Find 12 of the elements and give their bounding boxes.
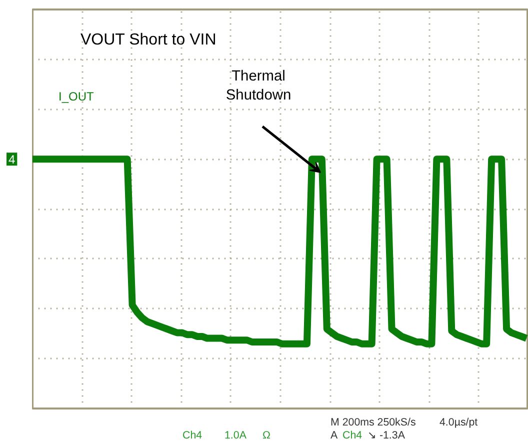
text: Ch4 (342, 430, 362, 442)
text: 4.0µs/pt (440, 416, 478, 428)
text: Ω (262, 430, 270, 442)
text: A (330, 430, 338, 442)
text: 1.0A (224, 430, 248, 442)
text: VOUT Short to VIN (80, 32, 216, 48)
text: 4 (8, 152, 16, 167)
text: Thermal Shutdown (226, 68, 292, 104)
text: Ch4 (182, 430, 202, 442)
text: ↘ -1.3A (368, 430, 406, 442)
text: I_OUT (58, 90, 95, 104)
text: M 200ms 250kS/s (330, 416, 416, 428)
